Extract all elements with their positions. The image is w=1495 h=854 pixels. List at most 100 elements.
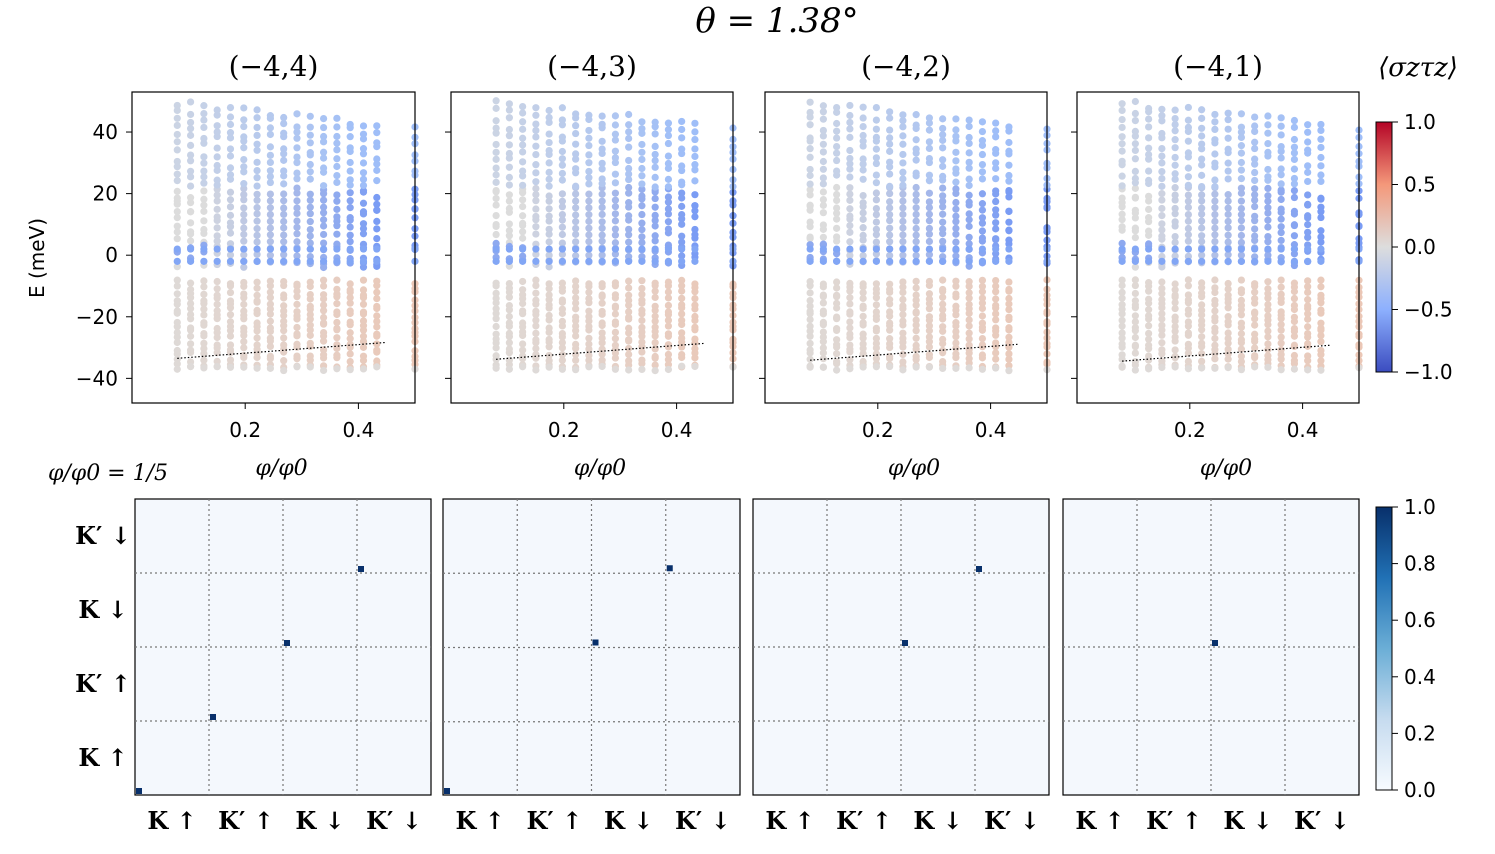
level-point (226, 257, 235, 265)
level-point (1251, 344, 1259, 352)
level-point (200, 350, 208, 358)
level-point (651, 317, 659, 325)
level-point (1184, 116, 1192, 124)
level-point (846, 101, 854, 110)
level-point (872, 196, 880, 204)
level-point (1237, 204, 1246, 213)
level-point (925, 138, 934, 146)
level-point (306, 160, 314, 169)
level-point (1304, 288, 1312, 296)
matrix-entry (358, 566, 364, 572)
level-point (585, 204, 593, 212)
level-point (598, 350, 606, 358)
level-point (1224, 298, 1232, 307)
level-point (1005, 355, 1013, 363)
level-point (200, 116, 208, 124)
level-point (872, 225, 880, 233)
level-point (664, 152, 673, 160)
level-point (492, 104, 500, 112)
level-point (952, 257, 960, 265)
level-point (664, 365, 673, 374)
level-point (519, 355, 527, 363)
level-point (833, 209, 841, 217)
level-point (939, 293, 947, 301)
level-point (1264, 121, 1272, 129)
level-point (532, 257, 540, 265)
level-point (678, 181, 686, 189)
level-point (1277, 229, 1285, 237)
level-point (253, 174, 261, 182)
level-point (846, 287, 854, 295)
level-point (819, 225, 827, 233)
level-point (625, 121, 633, 129)
level-point (625, 203, 633, 211)
level-point (1198, 326, 1206, 334)
level-point (253, 238, 261, 246)
level-point (213, 216, 221, 225)
level-point (545, 343, 553, 351)
level-point (558, 176, 566, 184)
level-point (952, 137, 960, 145)
level-point (1237, 305, 1246, 314)
level-point (306, 123, 314, 131)
level-point (833, 315, 841, 323)
level-point (1304, 214, 1312, 222)
level-point (678, 362, 686, 370)
level-point (939, 257, 947, 265)
level-point (280, 133, 288, 141)
level-point (572, 299, 580, 307)
level-point (978, 150, 987, 159)
level-point (872, 154, 880, 162)
level-point (585, 126, 593, 135)
level-point (346, 288, 354, 296)
level-point (638, 245, 646, 253)
level-point (859, 142, 867, 150)
column-label: K′ ↓ (366, 806, 422, 835)
level-point (846, 348, 854, 356)
level-point (886, 280, 894, 288)
level-point (346, 257, 354, 265)
level-point (1277, 276, 1285, 284)
level-point (213, 166, 221, 174)
level-point (253, 158, 261, 166)
level-point (611, 130, 620, 138)
level-point (1198, 197, 1206, 205)
level-point (1171, 286, 1179, 294)
level-point (532, 329, 540, 337)
level-point (1290, 221, 1299, 230)
level-point (992, 206, 1000, 214)
level-point (664, 126, 673, 134)
level-point (1145, 356, 1153, 364)
level-point (558, 169, 566, 178)
level-point (1317, 126, 1325, 134)
level-point (872, 315, 880, 323)
level-point (965, 245, 973, 253)
level-point (240, 122, 248, 131)
level-point (1158, 245, 1166, 253)
level-point (240, 217, 248, 225)
level-point (1317, 309, 1325, 317)
level-point (886, 257, 894, 265)
level-point (1158, 167, 1166, 176)
level-point (939, 364, 947, 373)
level-point (992, 245, 1000, 253)
level-point (899, 245, 907, 253)
level-point (240, 300, 248, 308)
level-point (280, 190, 288, 198)
level-point (333, 146, 341, 154)
level-point (1317, 257, 1325, 265)
level-point (833, 196, 841, 205)
level-point (1158, 235, 1166, 243)
level-point (859, 304, 867, 312)
level-point (1317, 194, 1325, 202)
level-point (572, 366, 580, 374)
level-point (373, 317, 381, 325)
level-point (611, 147, 620, 155)
level-point (598, 149, 606, 158)
level-point (293, 287, 301, 295)
level-point (505, 106, 513, 114)
level-point (319, 354, 328, 362)
level-point (1158, 174, 1166, 183)
level-point (678, 117, 686, 126)
level-point (978, 200, 987, 208)
